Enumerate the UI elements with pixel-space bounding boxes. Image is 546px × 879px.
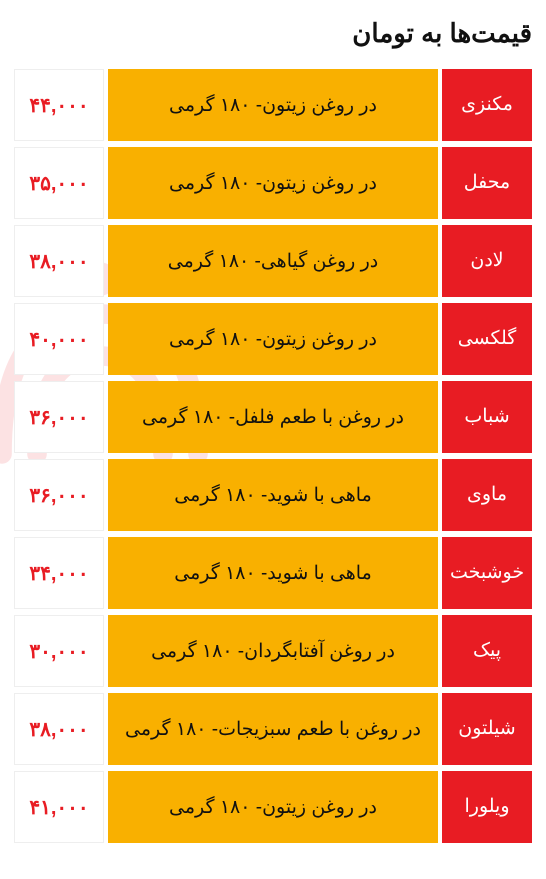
table-row: لادندر روغن گیاهی- ۱۸۰ گرمی۳۸,۰۰۰ [14, 225, 532, 297]
price-cell: ۳۵,۰۰۰ [14, 147, 104, 219]
price-cell: ۳۴,۰۰۰ [14, 537, 104, 609]
brand-cell: شباب [442, 381, 532, 453]
price-table: مکنزیدر روغن زیتون- ۱۸۰ گرمی۴۴,۰۰۰محفلدر… [14, 69, 532, 843]
description-cell: در روغن با طعم فلفل- ۱۸۰ گرمی [108, 381, 438, 453]
description-cell: در روغن زیتون- ۱۸۰ گرمی [108, 303, 438, 375]
brand-cell: ویلورا [442, 771, 532, 843]
table-row: شبابدر روغن با طعم فلفل- ۱۸۰ گرمی۳۶,۰۰۰ [14, 381, 532, 453]
description-cell: در روغن با طعم سبزیجات- ۱۸۰ گرمی [108, 693, 438, 765]
price-cell: ۳۶,۰۰۰ [14, 459, 104, 531]
price-cell: ۳۶,۰۰۰ [14, 381, 104, 453]
table-row: ویلورادر روغن زیتون- ۱۸۰ گرمی۴۱,۰۰۰ [14, 771, 532, 843]
table-row: شیلتوندر روغن با طعم سبزیجات- ۱۸۰ گرمی۳۸… [14, 693, 532, 765]
page-title: قیمت‌ها به تومان [14, 18, 532, 49]
table-row: مکنزیدر روغن زیتون- ۱۸۰ گرمی۴۴,۰۰۰ [14, 69, 532, 141]
price-cell: ۴۱,۰۰۰ [14, 771, 104, 843]
description-cell: در روغن آفتابگردان- ۱۸۰ گرمی [108, 615, 438, 687]
price-cell: ۳۰,۰۰۰ [14, 615, 104, 687]
description-cell: ماهی با شوید- ۱۸۰ گرمی [108, 459, 438, 531]
description-cell: در روغن زیتون- ۱۸۰ گرمی [108, 147, 438, 219]
table-row: ماویماهی با شوید- ۱۸۰ گرمی۳۶,۰۰۰ [14, 459, 532, 531]
description-cell: ماهی با شوید- ۱۸۰ گرمی [108, 537, 438, 609]
brand-cell: لادن [442, 225, 532, 297]
brand-cell: محفل [442, 147, 532, 219]
brand-cell: گلکسی [442, 303, 532, 375]
price-cell: ۳۸,۰۰۰ [14, 225, 104, 297]
brand-cell: خوشبخت [442, 537, 532, 609]
table-row: گلکسیدر روغن زیتون- ۱۸۰ گرمی۴۰,۰۰۰ [14, 303, 532, 375]
brand-cell: ماوی [442, 459, 532, 531]
price-cell: ۴۴,۰۰۰ [14, 69, 104, 141]
table-row: محفلدر روغن زیتون- ۱۸۰ گرمی۳۵,۰۰۰ [14, 147, 532, 219]
price-cell: ۴۰,۰۰۰ [14, 303, 104, 375]
brand-cell: شیلتون [442, 693, 532, 765]
description-cell: در روغن گیاهی- ۱۸۰ گرمی [108, 225, 438, 297]
description-cell: در روغن زیتون- ۱۸۰ گرمی [108, 69, 438, 141]
description-cell: در روغن زیتون- ۱۸۰ گرمی [108, 771, 438, 843]
brand-cell: پیک [442, 615, 532, 687]
brand-cell: مکنزی [442, 69, 532, 141]
price-cell: ۳۸,۰۰۰ [14, 693, 104, 765]
table-row: خوشبختماهی با شوید- ۱۸۰ گرمی۳۴,۰۰۰ [14, 537, 532, 609]
table-row: پیکدر روغن آفتابگردان- ۱۸۰ گرمی۳۰,۰۰۰ [14, 615, 532, 687]
